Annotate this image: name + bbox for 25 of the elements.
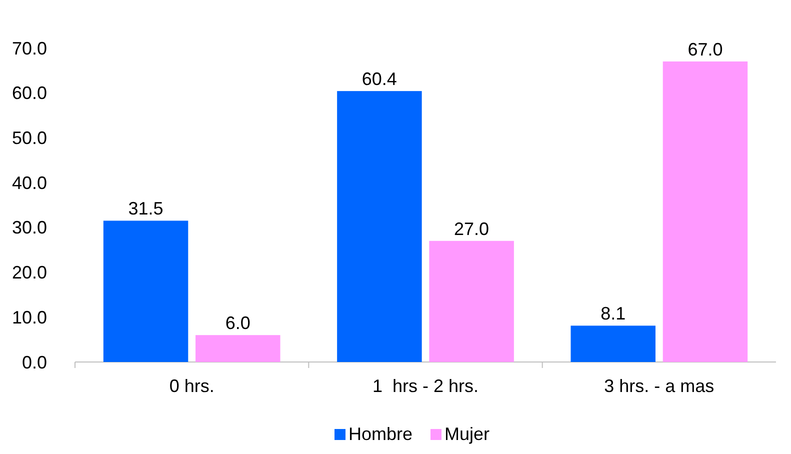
bar — [429, 240, 514, 362]
data-label: 60.4 — [362, 69, 397, 90]
y-tick-label: 60.0 — [12, 83, 47, 104]
legend-label: Hombre — [348, 424, 413, 444]
x-tick-label: 0 hrs. — [169, 376, 214, 396]
y-tick-label: 30.0 — [12, 218, 47, 238]
bar — [337, 91, 422, 362]
y-tick-label: 40.0 — [12, 172, 47, 193]
x-tick-label: 3 hrs. - a mas — [604, 376, 714, 396]
y-tick-label: 20.0 — [12, 262, 47, 283]
bar — [570, 326, 656, 362]
y-tick-label: 0.0 — [22, 352, 47, 372]
bar — [662, 61, 748, 362]
data-label: 67.0 — [688, 39, 723, 60]
y-tick-label: 50.0 — [12, 128, 47, 148]
y-tick-label: 10.0 — [12, 307, 47, 328]
data-label: 27.0 — [454, 218, 490, 239]
legend-label: Mujer — [444, 424, 490, 444]
data-label: 8.1 — [600, 304, 626, 324]
data-label: 31.5 — [128, 198, 164, 219]
data-label: 6.0 — [225, 313, 250, 334]
bar — [103, 220, 188, 362]
y-tick-label: 70.0 — [12, 38, 47, 58]
bar — [196, 335, 280, 362]
x-tick-label: 1 hrs - 2 hrs. — [372, 376, 479, 396]
